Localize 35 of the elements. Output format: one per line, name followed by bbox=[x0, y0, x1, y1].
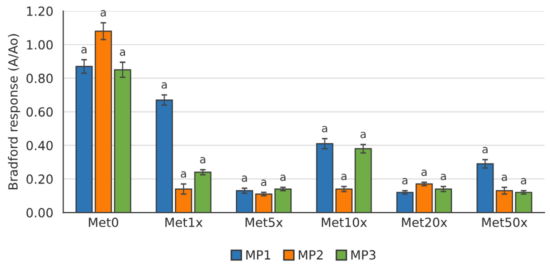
legend-label: MP1 bbox=[246, 250, 270, 260]
data-label: a bbox=[120, 50, 125, 56]
legend-label: MP2 bbox=[298, 250, 323, 260]
y-tick-label: 1.00 bbox=[27, 40, 53, 50]
data-label: a bbox=[162, 82, 167, 89]
x-tick-label: Met0 bbox=[88, 218, 118, 228]
x-tick-label: Met50x bbox=[482, 218, 528, 228]
data-label: a bbox=[402, 178, 408, 184]
x-tick-label: Met5x bbox=[246, 218, 283, 228]
x-tick-label: Met20x bbox=[402, 218, 448, 228]
data-label: a bbox=[322, 126, 328, 132]
data-label: a bbox=[341, 174, 346, 180]
data-label: a bbox=[100, 10, 106, 16]
y-tick-label: 0.80 bbox=[26, 74, 53, 84]
data-label: a bbox=[242, 175, 247, 182]
data-label: a bbox=[421, 170, 427, 176]
data-label: a bbox=[440, 174, 446, 180]
legend-label: MP3 bbox=[351, 250, 376, 260]
x-tick-label: Met10x bbox=[322, 218, 367, 228]
y-tick-label: 0.00 bbox=[26, 208, 53, 218]
data-label: a bbox=[520, 178, 526, 184]
y-tick-label: 0.40 bbox=[26, 140, 53, 150]
data-label: a bbox=[180, 171, 186, 178]
y-tick-label: 1.20 bbox=[27, 6, 53, 16]
data-label: a bbox=[200, 157, 206, 164]
x-tick-label: Met1x bbox=[165, 218, 203, 228]
data-label: a bbox=[81, 47, 86, 54]
data-label: a bbox=[261, 180, 266, 186]
data-label: a bbox=[482, 146, 488, 154]
y-axis-title: Bradford response (A/Ao) bbox=[8, 34, 20, 190]
data-label: a bbox=[360, 132, 366, 138]
y-tick-label: 0.20 bbox=[26, 174, 53, 184]
data-label: a bbox=[280, 174, 286, 182]
y-tick-label: 0.60 bbox=[26, 107, 53, 117]
data-label: a bbox=[502, 174, 507, 182]
